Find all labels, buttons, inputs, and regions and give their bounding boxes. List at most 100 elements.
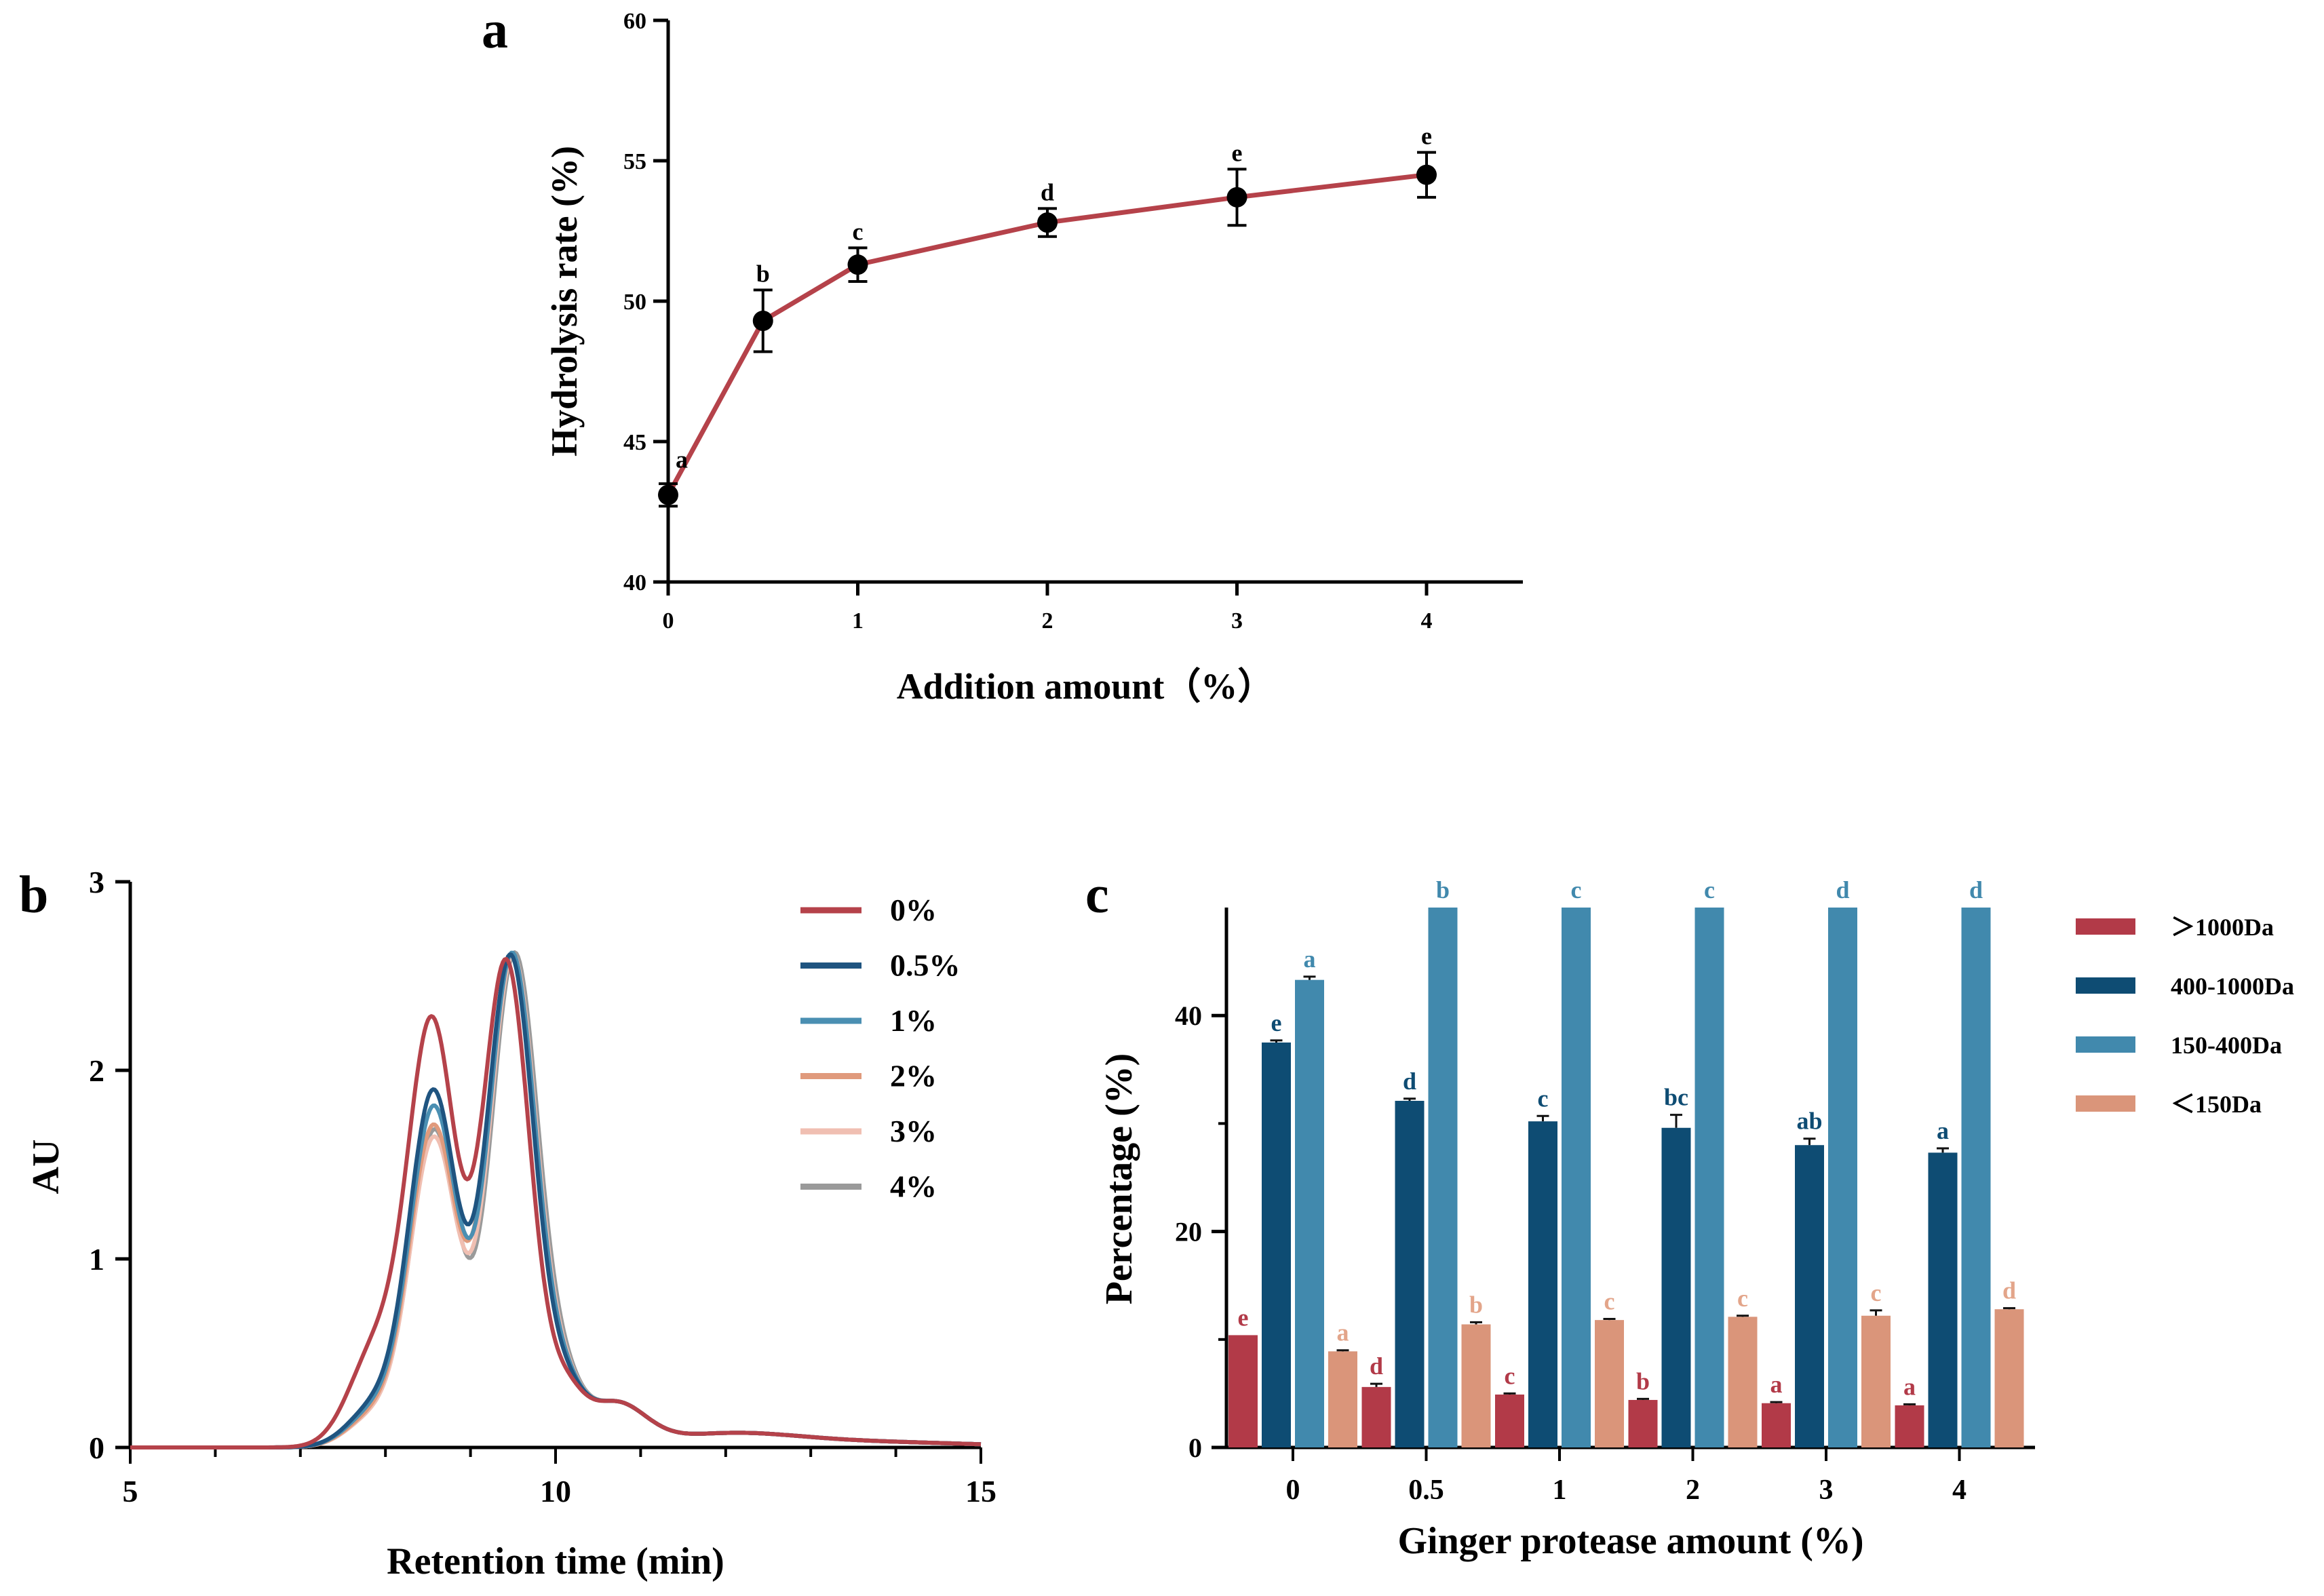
y-tick-label: 2: [89, 1053, 104, 1088]
x-tick-label: 4: [1421, 608, 1433, 634]
data-point: [752, 310, 773, 331]
significance-label: a: [676, 446, 688, 473]
legend-label: 2%: [890, 1059, 937, 1093]
significance-label: a: [1770, 1371, 1783, 1398]
data-point: [1037, 212, 1058, 233]
significance-label: c: [1571, 876, 1582, 903]
y-tick-label: 0: [89, 1430, 104, 1465]
x-tick-label: 15: [965, 1474, 996, 1509]
significance-label: d: [1836, 876, 1849, 903]
x-tick-label: 5: [123, 1474, 138, 1509]
legend-swatch: [2076, 977, 2135, 994]
bar-150Da: [1461, 1324, 1491, 1447]
significance-label: a: [1937, 1117, 1949, 1144]
bar-150Da: [1595, 1320, 1624, 1447]
significance-label: d: [1041, 178, 1054, 206]
panel-c: c 0 20 40 Percentage (%) Ginger protease amou…: [1085, 865, 2294, 1562]
legend-label: 0%: [890, 893, 937, 927]
panel-a-letter: a: [482, 0, 508, 59]
bar-150Da: [1861, 1315, 1891, 1447]
bar-150400Da: [1694, 908, 1724, 1447]
x-tick-label: 4: [1952, 1475, 1967, 1506]
significance-label: b: [1469, 1291, 1483, 1318]
bar-4001000Da: [1395, 1100, 1425, 1447]
significance-label: c: [1538, 1085, 1549, 1112]
significance-label: e: [1232, 139, 1243, 166]
chromatogram-line: [130, 952, 982, 1449]
chromatogram-line: [130, 952, 982, 1449]
bar-150400Da: [1428, 908, 1458, 1447]
bar-1000Da: [1895, 1405, 1924, 1447]
legend-label: 3%: [890, 1114, 937, 1148]
significance-label: c: [1871, 1279, 1882, 1306]
x-tick-label: 3: [1231, 608, 1243, 634]
significance-label: ab: [1796, 1108, 1822, 1135]
significance-label: e: [1271, 1009, 1282, 1036]
bar-1000Da: [1762, 1403, 1791, 1447]
x-tick-label: 3: [1819, 1475, 1834, 1506]
legend-label: 1%: [890, 1003, 937, 1038]
x-tick-label: 1: [852, 608, 864, 634]
significance-label: d: [1370, 1352, 1383, 1380]
bar-150400Da: [1562, 908, 1591, 1447]
significance-label: bc: [1664, 1084, 1688, 1111]
data-point: [1226, 187, 1247, 208]
significance-label: d: [1403, 1068, 1416, 1095]
significance-label: c: [1604, 1288, 1615, 1315]
legend-label: ＜150Da: [2171, 1091, 2262, 1118]
y-tick-label: 40: [1175, 1000, 1202, 1031]
bar-150400Da: [1961, 908, 1991, 1447]
chromatogram-line: [130, 950, 982, 1449]
x-tick-label: 0: [663, 608, 674, 634]
bar-150Da: [1994, 1309, 2024, 1447]
significance-label: a: [1903, 1373, 1916, 1400]
legend-swatch: [2076, 918, 2135, 935]
y-tick-label: 50: [623, 290, 646, 315]
bar-150Da: [1328, 1351, 1357, 1447]
x-axis-title: Addition amount（%）: [897, 666, 1275, 707]
bar-4001000Da: [1661, 1127, 1691, 1447]
significance-label: b: [756, 260, 770, 287]
legend-label: 4%: [890, 1169, 937, 1204]
panel-b-letter: b: [19, 865, 48, 924]
bar-1000Da: [1361, 1386, 1391, 1447]
legend-label: 0.5%: [890, 948, 961, 983]
y-tick-label: 20: [1175, 1217, 1202, 1247]
chromatogram-line: [130, 956, 982, 1449]
panel-b: b 0 1 2 3 5 10 15 AU Retention time (min) 0% 0.5% 1%…: [19, 865, 996, 1582]
x-tick-label: 2: [1686, 1475, 1700, 1506]
panel-a: a 40 45 50 55 60 0 1 2 3 4 Hydrolysis rate (%) Addit…: [482, 0, 1523, 707]
bar-4001000Da: [1795, 1145, 1824, 1447]
legend-label: ＞1000Da: [2171, 914, 2274, 941]
bar-4001000Da: [1262, 1043, 1291, 1447]
legend-label: 400-1000Da: [2171, 973, 2294, 1000]
bar-4001000Da: [1928, 1152, 1958, 1447]
significance-label: e: [1238, 1304, 1249, 1331]
significance-label: d: [1969, 876, 1983, 903]
y-tick-label: 0: [1188, 1433, 1202, 1463]
y-tick-label: 3: [89, 865, 104, 899]
data-point: [658, 484, 678, 505]
bar-150Da: [1728, 1317, 1758, 1447]
x-tick-label: 0.5: [1408, 1475, 1444, 1506]
bar-1000Da: [1228, 1335, 1258, 1447]
bar-150400Da: [1828, 908, 1857, 1447]
bar-150400Da: [1295, 979, 1324, 1447]
y-axis-title: Percentage (%): [1098, 1053, 1140, 1305]
significance-label: a: [1304, 946, 1316, 973]
bar-4001000Da: [1528, 1121, 1557, 1447]
x-axis-title: Ginger protease amount (%): [1398, 1520, 1864, 1562]
chromatogram-line: [130, 950, 982, 1449]
y-tick-label: 40: [623, 570, 646, 596]
significance-label: c: [1704, 876, 1715, 903]
data-point: [847, 254, 868, 275]
x-tick-label: 1: [1553, 1475, 1567, 1506]
panel-c-letter: c: [1085, 865, 1109, 924]
significance-label: b: [1636, 1367, 1650, 1395]
significance-label: b: [1436, 876, 1450, 903]
chromatogram-line: [130, 952, 982, 1449]
significance-label: c: [853, 218, 864, 245]
bar-1000Da: [1495, 1394, 1524, 1447]
x-tick-label: 10: [540, 1474, 571, 1509]
